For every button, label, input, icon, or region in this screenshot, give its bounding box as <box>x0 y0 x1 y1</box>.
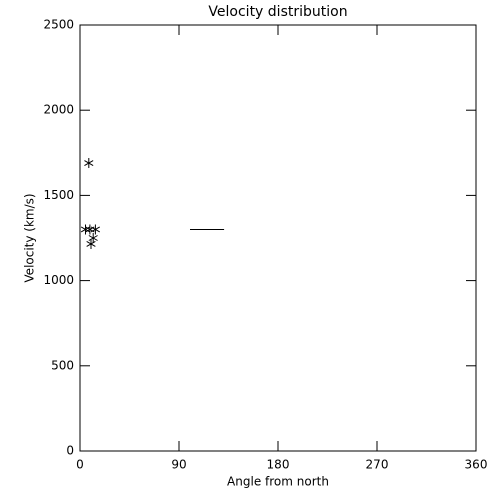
point <box>84 158 94 169</box>
y-axis-label: Velocity (km/s) <box>23 193 37 282</box>
y-tick-label: 0 <box>66 444 74 458</box>
point-stroke <box>90 226 100 233</box>
x-axis-label: Angle from north <box>227 475 329 489</box>
point <box>88 233 98 243</box>
point-stroke <box>86 241 96 247</box>
point-stroke <box>88 235 98 241</box>
point <box>80 224 91 235</box>
y-tick-label: 1000 <box>43 273 74 287</box>
x-tick-label: 180 <box>267 458 290 472</box>
point <box>90 224 100 235</box>
point-stroke <box>84 160 94 166</box>
chart-title: Velocity distribution <box>208 4 347 20</box>
y-tick-label: 500 <box>51 358 74 372</box>
x-tick-label: 0 <box>76 458 84 472</box>
x-tick-label: 360 <box>465 458 488 472</box>
x-tick-label: 270 <box>366 458 389 472</box>
point <box>86 238 96 249</box>
y-tick-label: 2500 <box>43 18 74 32</box>
y-tick-label: 2000 <box>43 103 74 117</box>
x-tick-label: 90 <box>171 458 186 472</box>
y-tick-label: 1500 <box>43 188 74 202</box>
point-stroke <box>80 226 91 233</box>
